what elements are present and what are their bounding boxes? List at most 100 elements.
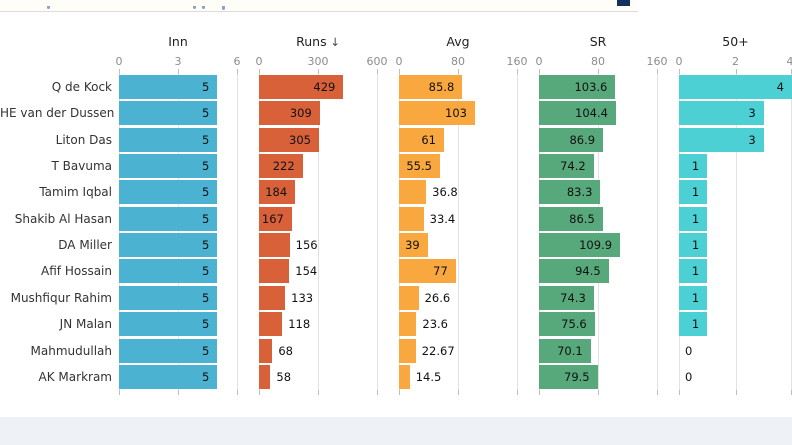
axis-tick-label-inn: 3 (174, 55, 182, 68)
gridline (237, 74, 238, 390)
bar-fifty (679, 285, 708, 310)
player-name: Shakib Al Hasan (14, 211, 112, 226)
axis-tick-mark (318, 69, 319, 74)
bar-inn (119, 285, 218, 310)
bar-value-label-runs: 167 (261, 211, 284, 226)
bar-value-label-runs: 58 (276, 369, 292, 384)
bar-avg (399, 259, 456, 284)
axis-tick-mark (517, 69, 518, 74)
gridline (735, 74, 737, 390)
bar-inn (119, 364, 218, 389)
axis-tick-mark (539, 69, 540, 74)
bar-avg (399, 75, 463, 99)
bar-value-label-avg: 103 (445, 106, 467, 121)
bar-sr (539, 154, 594, 179)
bar-value-label-fifty: 1 (691, 290, 700, 305)
player-name: Liton Das (55, 132, 112, 147)
bar-avg (399, 180, 427, 205)
player-name: Afif Hossain (41, 264, 112, 279)
bar-value-label-inn: 5 (202, 264, 210, 279)
gridline (517, 74, 518, 390)
bar-value-label-runs: 222 (272, 159, 295, 174)
bar-inn (119, 259, 218, 284)
bar-value-label-fifty: 0 (685, 369, 693, 384)
bar-value-label-inn: 5 (202, 290, 210, 305)
bar-value-label-fifty: 1 (691, 238, 700, 253)
bar-value-label-sr: 94.5 (575, 264, 601, 279)
bar-avg (399, 364, 410, 389)
bar-value-label-fifty: 1 (691, 159, 700, 174)
axis-tick-mark (178, 69, 179, 74)
bar-value-label-sr: 75.6 (561, 317, 587, 332)
bar-value-label-fifty: 1 (691, 317, 700, 332)
player-name: T Bavuma (51, 159, 112, 174)
bar-value-label-sr: 109.9 (579, 238, 613, 253)
bar-value-label-sr: 86.5 (569, 211, 595, 226)
axis-tick-mark (657, 69, 658, 74)
bar-sr (539, 206, 603, 231)
axis-tick-mark (735, 390, 737, 395)
player-name: Tamim Iqbal (39, 185, 112, 200)
axis-tick-mark (377, 390, 378, 395)
bar-fifty (679, 312, 708, 337)
navy-square-icon[interactable] (617, 0, 630, 6)
column-header-sr[interactable]: SR (589, 34, 607, 49)
bar-value-label-runs: 429 (313, 80, 336, 94)
axis-tick-label-sr: 160 (646, 55, 668, 68)
bar-inn (119, 206, 218, 231)
axis-tick-label-avg: 0 (395, 55, 403, 68)
player-name: JN Malan (59, 317, 112, 332)
column-header-runs[interactable]: Runs ↓ (296, 34, 340, 49)
column-header-inn[interactable]: Inn (168, 34, 188, 49)
player-name: AK Markram (38, 369, 112, 384)
bar-value-label-sr: 70.1 (557, 343, 583, 358)
column-header-fifty[interactable]: 50+ (722, 34, 749, 49)
bar-sr (539, 233, 621, 258)
bar-value-label-sr: 86.9 (569, 132, 596, 147)
gridline (679, 74, 680, 390)
axis-tick-label-sr: 80 (591, 55, 605, 68)
bar-sr (539, 101, 616, 126)
bar-fifty (679, 127, 764, 152)
bar-value-label-fifty: 3 (748, 106, 756, 121)
bar-value-label-sr: 74.2 (560, 159, 586, 174)
bar-inn (119, 101, 218, 126)
bar-value-label-runs: 154 (295, 264, 318, 279)
bar-inn (119, 180, 218, 205)
bar-value-label-avg: 61 (421, 132, 436, 147)
bar-value-label-inn: 5 (202, 369, 210, 384)
bar-value-label-avg: 26.6 (424, 290, 451, 305)
axis-tick-mark (598, 69, 599, 74)
bar-sr (539, 364, 598, 389)
bar-sr (539, 180, 601, 205)
bar-value-label-inn: 5 (202, 106, 210, 121)
bar-value-label-inn: 5 (202, 159, 210, 174)
bar-value-label-inn: 5 (202, 132, 210, 147)
bar-value-label-avg: 14.5 (415, 369, 442, 384)
bar-fifty (679, 259, 708, 284)
player-name: Q de Kock (51, 80, 112, 94)
gridline (377, 74, 378, 390)
column-header-avg[interactable]: Avg (446, 34, 470, 49)
bar-value-label-fifty: 0 (685, 343, 693, 358)
bar-value-label-runs: 305 (289, 132, 311, 147)
bar-value-label-runs: 184 (265, 185, 288, 200)
bar-runs (259, 180, 296, 205)
sort-descending-icon: ↓ (326, 35, 340, 49)
bar-value-label-fifty: 4 (776, 80, 784, 94)
bar-runs (259, 338, 273, 363)
bar-value-label-inn: 5 (202, 80, 210, 94)
bar-value-label-avg: 22.67 (421, 343, 455, 358)
bar-value-label-sr: 103.6 (574, 80, 608, 94)
bar-sr (539, 338, 591, 363)
axis-tick-mark (259, 69, 260, 74)
bar-value-label-runs: 133 (291, 290, 314, 305)
bar-value-label-avg: 23.6 (422, 317, 448, 332)
gridline (318, 74, 319, 390)
bar-avg (399, 206, 424, 231)
axis-tick-mark (598, 390, 599, 395)
bar-value-label-sr: 83.3 (566, 185, 593, 200)
axis-tick-label-inn: 0 (115, 55, 123, 68)
bar-value-label-avg: 33.4 (429, 211, 456, 226)
bar-value-label-runs: 118 (288, 317, 311, 332)
